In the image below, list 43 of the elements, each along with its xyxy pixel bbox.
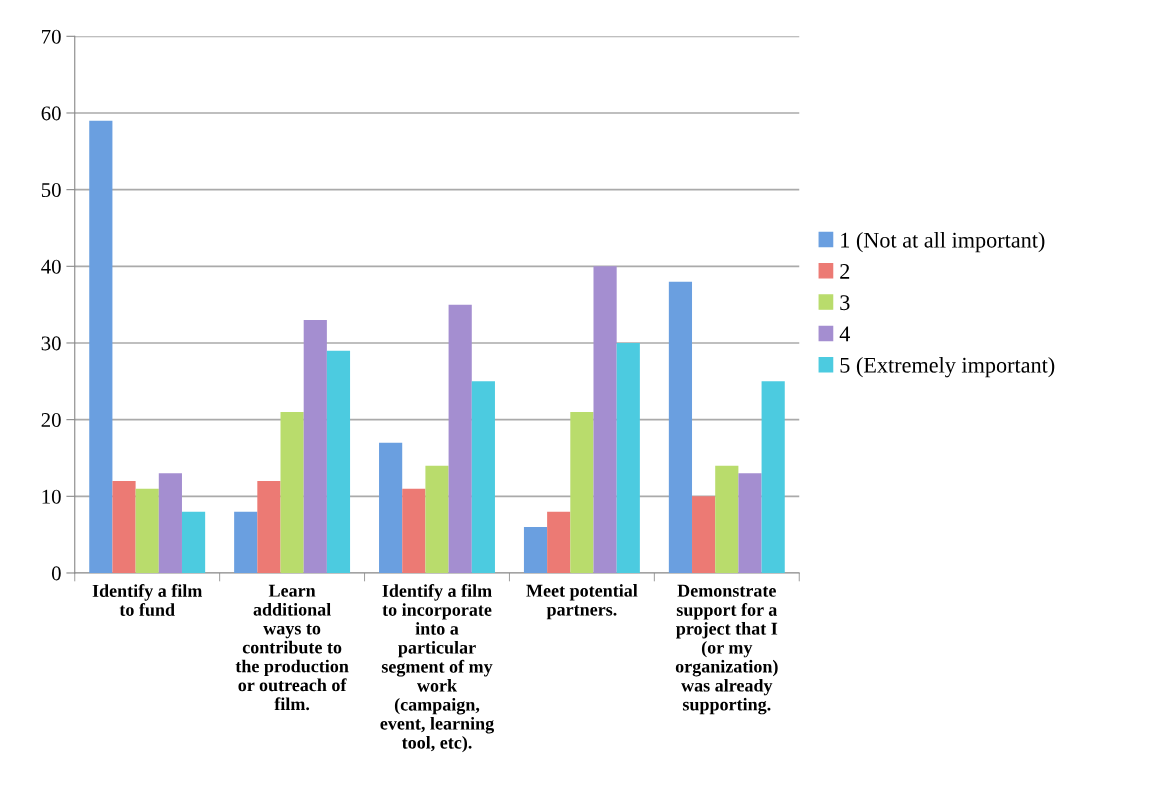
bar bbox=[570, 411, 594, 573]
bar bbox=[280, 411, 304, 573]
y-tick-label: 0 bbox=[51, 566, 61, 581]
bar bbox=[738, 473, 762, 573]
y-tick-label: 70 bbox=[42, 29, 61, 44]
x-tick-label: Learn additional ways to contribute to the production or outreach of film. bbox=[235, 584, 349, 711]
bar bbox=[234, 511, 258, 573]
legend-label: 5 (Extremely important) bbox=[840, 357, 1055, 378]
bar bbox=[448, 304, 472, 573]
legend-label: 1 (Not at all important) bbox=[841, 232, 1045, 253]
bar bbox=[692, 496, 716, 573]
bar bbox=[471, 381, 495, 573]
legend-label: 2 bbox=[840, 263, 850, 279]
category-label: Identify a film to incorporate into a particular segment of my work (campaign, event, learning tool, etc). bbox=[380, 584, 494, 753]
x-tick-label: Meet potential partners. bbox=[526, 584, 638, 620]
bar bbox=[402, 488, 426, 573]
y-tick-label: 20 bbox=[41, 413, 61, 428]
bar bbox=[547, 511, 571, 573]
legend-label: 4 bbox=[839, 326, 851, 342]
x-tick-label: Identify a film to fund bbox=[92, 584, 203, 616]
bar bbox=[425, 465, 449, 573]
bar bbox=[616, 342, 640, 573]
y-tick-label: 40 bbox=[41, 259, 61, 274]
bar bbox=[326, 350, 351, 573]
bar bbox=[181, 511, 206, 573]
bar bbox=[303, 319, 327, 573]
bar bbox=[135, 488, 159, 573]
bar bbox=[593, 266, 617, 573]
bar bbox=[158, 473, 182, 573]
bar bbox=[112, 480, 136, 573]
bar bbox=[379, 442, 403, 573]
bar bbox=[715, 465, 739, 573]
bar bbox=[257, 480, 281, 573]
bar bbox=[761, 381, 785, 573]
bar bbox=[668, 281, 693, 573]
bar bbox=[89, 120, 113, 573]
y-tick-label: 10 bbox=[42, 489, 61, 504]
legend-label: 3 bbox=[840, 295, 850, 311]
y-tick-label: 60 bbox=[41, 106, 61, 121]
bar bbox=[523, 526, 548, 573]
y-tick-label: 30 bbox=[41, 336, 61, 351]
x-tick-label: Demonstrate support for a project that I (or my organization) was already supporting. bbox=[675, 584, 778, 715]
y-tick-label: 50 bbox=[41, 183, 61, 198]
